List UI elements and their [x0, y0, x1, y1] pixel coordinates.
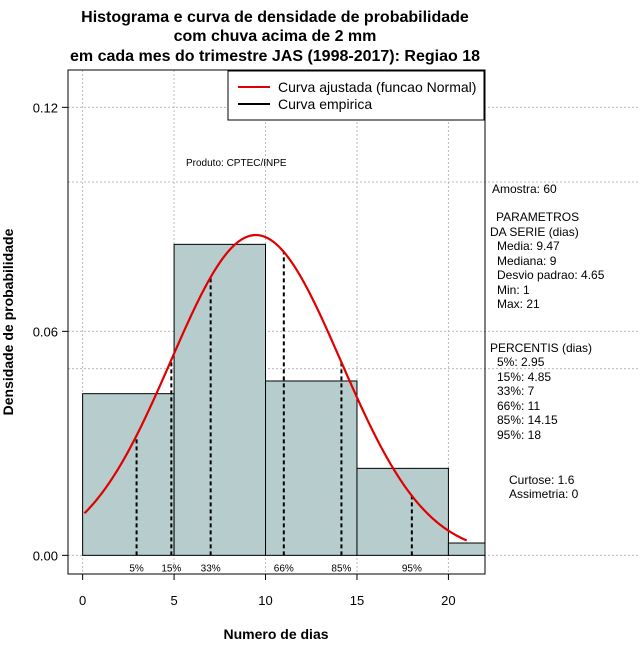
legend-label-empirical: Curva empirica	[278, 96, 372, 112]
y-tick-label-2: 0.12	[33, 100, 58, 115]
percentil-95: 95%: 18	[497, 428, 541, 442]
sample-size: Amostra: 60	[492, 182, 557, 196]
y-tick-label-1: 0.06	[33, 324, 58, 339]
percentil-15: 15%: 4.85	[497, 370, 551, 384]
param-sd: Desvio padrao: 4.65	[497, 268, 605, 282]
percentil-33: 33%: 7	[497, 384, 535, 398]
statistics-panel: Amostra: 60 PARAMETROS DA SERIE (dias) M…	[490, 182, 605, 501]
x-tick-label-1: 5	[170, 593, 177, 608]
param-min: Min: 1	[497, 283, 530, 297]
percentile-label-5: 95%	[402, 563, 422, 574]
histogram-bars	[82, 243, 486, 556]
normal-curve	[83, 233, 468, 542]
x-tick-label-3: 15	[350, 593, 364, 608]
percentis-title: PERCENTIS (dias)	[490, 341, 592, 355]
y-axis: 0.00 0.06 0.12	[33, 100, 68, 563]
percentile-label-1: 15%	[161, 563, 181, 574]
percentil-85: 85%: 14.15	[497, 413, 558, 427]
skewness: Assimetria: 0	[509, 487, 579, 501]
percentile-lines	[135, 251, 413, 556]
params-title: PARAMETROS	[496, 210, 579, 224]
x-axis: 0 5 10 15 20	[79, 574, 456, 608]
histogram-bar-2	[265, 380, 358, 556]
percentile-label-3: 66%	[274, 563, 294, 574]
chart-title-line-3: em cada mes do trimestre JAS (1998-2017)…	[70, 48, 480, 65]
percentil-66: 66%: 11	[497, 399, 540, 413]
x-axis-label: Numero de dias	[223, 626, 328, 642]
chart-title-line-2: com chuva acima de 2 mm	[174, 28, 377, 45]
kurtosis: Curtose: 1.6	[509, 473, 575, 487]
param-max: Max: 21	[497, 297, 540, 311]
x-tick-label-2: 10	[258, 593, 272, 608]
params-subtitle: DA SERIE (dias)	[490, 225, 579, 239]
percentile-label-4: 85%	[331, 563, 351, 574]
percentil-5: 5%: 2.95	[497, 355, 545, 369]
legend: Curva ajustada (funcao Normal) Curva emp…	[227, 70, 485, 121]
percentile-label-2: 33%	[201, 563, 221, 574]
x-tick-label-4: 20	[441, 593, 455, 608]
legend-box	[227, 70, 485, 121]
percentile-label-0: 5%	[129, 563, 144, 574]
y-axis-label: Densidade de probabilidade	[0, 228, 16, 415]
product-annotation: Produto: CPTEC/INPE	[186, 158, 287, 169]
histogram-bar-4	[447, 542, 486, 556]
legend-label-normal: Curva ajustada (funcao Normal)	[278, 79, 476, 95]
x-tick-label-0: 0	[79, 593, 86, 608]
chart-title-line-1: Histograma e curva de densidade de proba…	[81, 9, 469, 26]
y-tick-label-0: 0.00	[33, 548, 58, 563]
param-mean: Media: 9.47	[497, 239, 560, 253]
chart-title: Histograma e curva de densidade de proba…	[70, 9, 480, 65]
param-median: Mediana: 9	[497, 254, 557, 268]
normal-curve-path	[83, 233, 468, 542]
percentile-labels: 5% 15% 33% 66% 85% 95%	[129, 563, 422, 574]
histogram-bar-1	[173, 243, 267, 556]
histogram-bar-0	[82, 393, 175, 556]
plot-frame	[67, 69, 486, 575]
